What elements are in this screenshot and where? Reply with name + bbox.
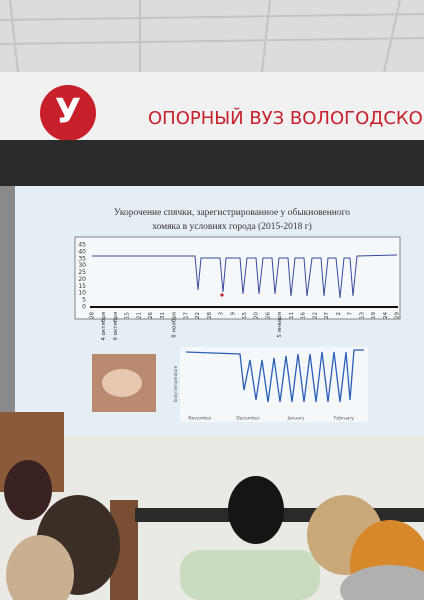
y-tick-label: 45	[78, 242, 86, 249]
ceiling-grid	[0, 0, 424, 73]
x-tick-label: 22	[312, 312, 318, 319]
y-tick-label: 25	[78, 269, 86, 276]
banner-text: ОПОРНЫЙ ВУЗ ВОЛОГОДСКОЙ	[148, 107, 424, 129]
x-tick-label: 8 ноября	[172, 312, 178, 338]
x-tick-label: 31	[160, 312, 166, 319]
x-tick-label: November	[188, 416, 212, 422]
x-tick-label: 2	[336, 312, 342, 316]
x-tick-label: 15	[242, 312, 248, 319]
y-tick-label: 35	[78, 255, 86, 262]
x-tick-label: 3	[219, 312, 225, 316]
screen-frame	[0, 140, 424, 186]
slide-title: Укорочение спячки, зарегистрированное у …	[114, 207, 350, 218]
x-tick-label: 28	[90, 312, 96, 319]
chart2-ylabel: body temperature	[173, 365, 178, 402]
head	[4, 460, 52, 520]
x-tick-label: 9	[230, 312, 236, 316]
head	[6, 535, 74, 604]
x-tick-label: 4 октября	[101, 312, 107, 341]
x-tick-label: 29	[395, 312, 401, 319]
x-tick-label: 11	[289, 312, 295, 319]
logo-glyph: У	[55, 92, 81, 132]
x-tick-label: 5 января	[277, 312, 283, 338]
logo	[40, 85, 96, 141]
x-tick-label: January	[286, 416, 304, 422]
x-tick-label: 21	[136, 312, 142, 319]
x-tick-label: February	[334, 416, 354, 422]
chart1-marker	[220, 293, 224, 297]
y-tick-label: 0	[82, 304, 86, 311]
x-tick-label: 26	[148, 312, 154, 319]
x-tick-label: 16	[301, 312, 307, 319]
hamster	[102, 369, 142, 397]
chart2-trace	[185, 349, 364, 403]
x-tick-label: December	[236, 416, 259, 422]
x-tick-label: 26	[265, 312, 271, 319]
x-tick-label: 7	[348, 312, 354, 316]
head	[228, 476, 284, 544]
x-tick-label: 22	[195, 312, 201, 319]
x-tick-label: 27	[324, 312, 330, 319]
y-tick-label: 15	[78, 283, 86, 290]
wall-left	[0, 186, 15, 416]
head	[340, 565, 424, 604]
y-tick-label: 5	[82, 297, 86, 304]
y-tick-label: 20	[78, 276, 86, 283]
x-tick-label: 28	[207, 312, 213, 319]
x-tick-label: 20	[254, 312, 260, 319]
chart1-frame	[74, 236, 401, 320]
y-tick-label: 30	[78, 262, 86, 269]
slide-title: хомяка в условиях города (2015-2018 г)	[152, 221, 312, 232]
x-tick-label: 19	[371, 312, 377, 319]
x-tick-label: 15	[125, 312, 131, 319]
chart1-trace	[92, 254, 398, 299]
x-tick-label: 24	[383, 312, 389, 319]
shoulders	[180, 550, 320, 600]
ceiling	[0, 0, 424, 72]
x-tick-label: 9 октября	[113, 312, 119, 341]
y-tick-label: 10	[78, 290, 86, 297]
y-tick-label: 40	[78, 248, 86, 255]
x-tick-label: 17	[183, 312, 189, 319]
x-tick-label: 13	[359, 312, 365, 319]
